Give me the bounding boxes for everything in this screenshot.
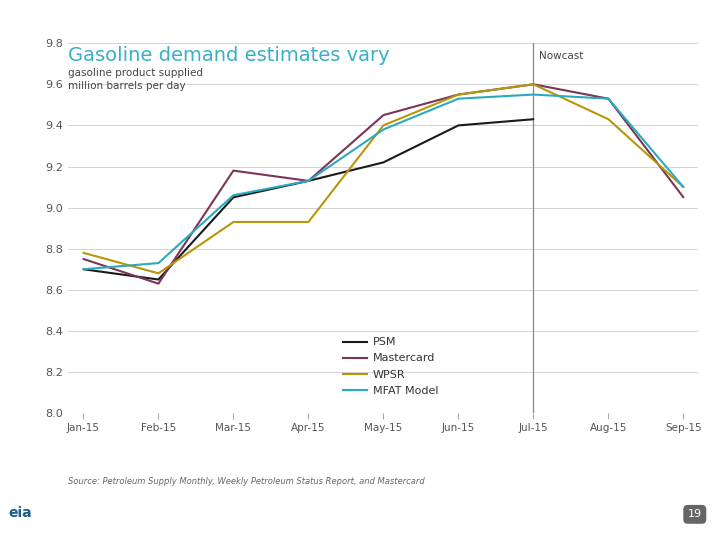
Text: eia: eia — [9, 507, 32, 521]
PSM — [379, 159, 388, 166]
PSM — [229, 194, 238, 200]
Text: Source: Petroleum Supply Monthly, Weekly Petroleum Status Report, and Mastercard: Source: Petroleum Supply Monthly, Weekly… — [68, 477, 425, 486]
WPSR — [529, 81, 538, 87]
Mastercard — [379, 112, 388, 118]
Line: Mastercard: Mastercard — [84, 84, 683, 284]
PSM — [304, 178, 312, 184]
Mastercard — [679, 194, 688, 200]
WPSR — [304, 219, 312, 225]
WPSR — [604, 116, 613, 123]
Mastercard — [229, 167, 238, 174]
Text: Nowcast: Nowcast — [539, 51, 584, 62]
MFAT Model — [529, 91, 538, 98]
MFAT Model — [454, 96, 463, 102]
Line: MFAT Model: MFAT Model — [84, 94, 683, 269]
Mastercard — [154, 280, 163, 287]
Line: PSM: PSM — [84, 119, 534, 280]
Mastercard — [454, 91, 463, 98]
WPSR — [154, 270, 163, 276]
Text: October 15, 2015: October 15, 2015 — [72, 521, 158, 531]
Text: 19: 19 — [688, 509, 702, 519]
MFAT Model — [154, 260, 163, 266]
Text: gasoline product supplied: gasoline product supplied — [68, 68, 204, 78]
Mastercard — [529, 81, 538, 87]
Line: WPSR: WPSR — [84, 84, 683, 273]
PSM — [154, 276, 163, 283]
PSM — [529, 116, 538, 123]
MFAT Model — [229, 192, 238, 199]
Mastercard — [604, 96, 613, 102]
WPSR — [229, 219, 238, 225]
Mastercard — [304, 178, 312, 184]
WPSR — [679, 184, 688, 190]
MFAT Model — [379, 126, 388, 133]
Text: million barrels per day: million barrels per day — [68, 81, 186, 91]
Text: Gasoline demand estimates vary: Gasoline demand estimates vary — [68, 46, 390, 65]
MFAT Model — [604, 96, 613, 102]
Legend: PSM, Mastercard, WPSR, MFAT Model: PSM, Mastercard, WPSR, MFAT Model — [338, 333, 443, 400]
MFAT Model — [79, 266, 88, 273]
WPSR — [454, 91, 463, 98]
MFAT Model — [679, 184, 688, 190]
WPSR — [379, 122, 388, 129]
PSM — [79, 266, 88, 273]
Mastercard — [79, 256, 88, 262]
MFAT Model — [304, 178, 312, 184]
PSM — [454, 122, 463, 129]
Text: New York Energy Forum | Oil and gas outlook: New York Energy Forum | Oil and gas outl… — [72, 500, 293, 510]
WPSR — [79, 249, 88, 256]
